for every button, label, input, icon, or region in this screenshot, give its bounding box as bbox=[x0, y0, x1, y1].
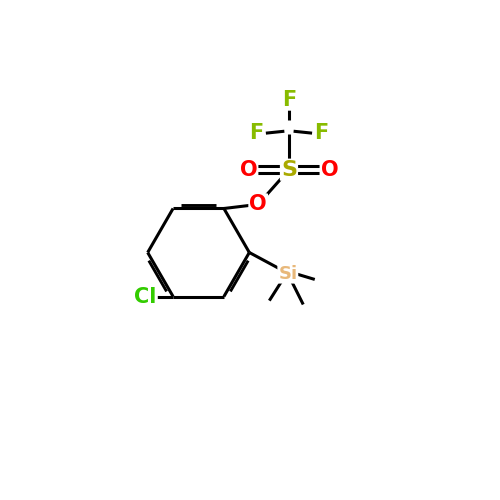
Text: F: F bbox=[282, 90, 296, 110]
Text: O: O bbox=[250, 194, 267, 214]
Text: Cl: Cl bbox=[134, 286, 156, 306]
Text: O: O bbox=[320, 160, 338, 180]
Text: Si: Si bbox=[278, 264, 297, 282]
Text: O: O bbox=[240, 160, 258, 180]
Text: S: S bbox=[281, 160, 297, 180]
Text: F: F bbox=[249, 123, 264, 143]
Text: F: F bbox=[314, 123, 329, 143]
